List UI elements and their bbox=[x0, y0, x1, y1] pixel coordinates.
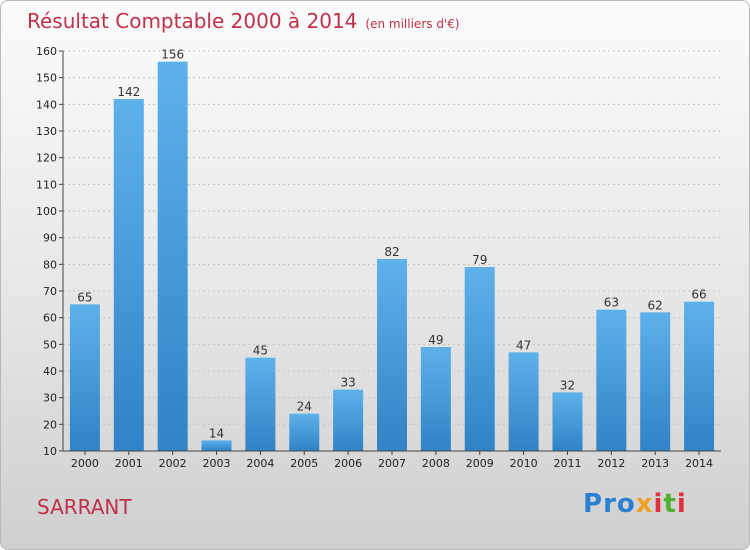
x-tick-label-2005: 2005 bbox=[290, 457, 318, 470]
y-tick-label: 70 bbox=[43, 285, 57, 298]
x-tick-label-2014: 2014 bbox=[685, 457, 713, 470]
chart-title: Résultat Comptable 2000 à 2014 (en millie… bbox=[27, 9, 460, 33]
y-tick-label: 120 bbox=[36, 152, 57, 165]
y-tick-label: 10 bbox=[43, 445, 57, 458]
bar-2011 bbox=[552, 392, 583, 451]
y-tick-label: 100 bbox=[36, 205, 57, 218]
commune-name: SARRANT bbox=[37, 495, 132, 519]
x-tick-label-2011: 2011 bbox=[553, 457, 581, 470]
y-tick-label: 20 bbox=[43, 418, 57, 431]
data-label-2003: 14 bbox=[209, 426, 224, 440]
data-label-2000: 65 bbox=[77, 290, 92, 304]
data-label-2008: 49 bbox=[428, 333, 443, 347]
data-label-2009: 79 bbox=[472, 253, 487, 267]
data-label-2006: 33 bbox=[340, 376, 355, 390]
data-label-2011: 32 bbox=[560, 378, 575, 392]
y-tick-label: 30 bbox=[43, 392, 57, 405]
unit-label: (en milliers d'€) bbox=[365, 17, 460, 31]
y-tick-label: 140 bbox=[36, 98, 57, 111]
y-tick-label: 150 bbox=[36, 72, 57, 85]
data-label-2007: 82 bbox=[384, 245, 399, 259]
y-tick-label: 90 bbox=[43, 232, 57, 245]
data-label-2005: 24 bbox=[297, 400, 312, 414]
y-tick-label: 40 bbox=[43, 365, 57, 378]
y-tick-label: 160 bbox=[36, 45, 57, 58]
x-tick-label-2000: 2000 bbox=[71, 457, 99, 470]
y-tick-label: 60 bbox=[43, 312, 57, 325]
bar-2005 bbox=[289, 413, 320, 451]
data-label-2004: 45 bbox=[253, 344, 268, 358]
bars bbox=[69, 61, 715, 452]
bar-2001 bbox=[113, 99, 144, 451]
x-tick-label-2009: 2009 bbox=[466, 457, 494, 470]
data-label-2002: 156 bbox=[161, 48, 184, 62]
bar-2002 bbox=[157, 61, 188, 452]
bar-2010 bbox=[508, 352, 539, 451]
x-tick-label-2006: 2006 bbox=[334, 457, 362, 470]
x-tick-label-2001: 2001 bbox=[115, 457, 143, 470]
bar-2003 bbox=[201, 440, 232, 451]
x-tick-label-2012: 2012 bbox=[597, 457, 625, 470]
x-tick-label-2008: 2008 bbox=[422, 457, 450, 470]
data-label-2014: 66 bbox=[691, 288, 706, 302]
data-label-2010: 47 bbox=[516, 338, 531, 352]
bar-2009 bbox=[464, 267, 495, 451]
data-label-2001: 142 bbox=[117, 85, 140, 99]
data-labels: 65 142 156 14 45 24 33 82 49 79 47 32 63 62 66 bbox=[77, 48, 706, 441]
bar-2004 bbox=[245, 357, 276, 451]
y-tick-label: 110 bbox=[36, 178, 57, 191]
x-axis-ticks: 2000 2001 2002 2003 2004 2005 2006 2007 2008 2009… bbox=[71, 451, 713, 470]
data-label-2013: 62 bbox=[648, 298, 663, 312]
y-tick-label: 130 bbox=[36, 125, 57, 138]
bar-2014 bbox=[684, 301, 715, 451]
data-label-2012: 63 bbox=[604, 296, 619, 310]
x-tick-label-2010: 2010 bbox=[510, 457, 538, 470]
bar-2007 bbox=[377, 259, 407, 451]
x-tick-label-2013: 2013 bbox=[641, 457, 669, 470]
bar-2012 bbox=[596, 309, 627, 451]
bar-2013 bbox=[640, 312, 671, 451]
proxiti-logo[interactable]: Proxiti bbox=[583, 489, 687, 519]
x-tick-label-2004: 2004 bbox=[246, 457, 274, 470]
bar-2008 bbox=[420, 347, 451, 451]
x-tick-label-2002: 2002 bbox=[159, 457, 187, 470]
y-tick-label: 50 bbox=[43, 338, 57, 351]
y-axis-ticks: 10 20 30 40 50 60 70 80 90 100 110 120 130 140 150 160 bbox=[36, 45, 63, 458]
title-text: Résultat Comptable 2000 à 2014 bbox=[27, 9, 358, 33]
x-tick-label-2007: 2007 bbox=[378, 457, 406, 470]
bar-2006 bbox=[333, 389, 364, 451]
y-tick-label: 80 bbox=[43, 258, 57, 271]
bar-2000 bbox=[69, 304, 100, 451]
x-tick-label-2003: 2003 bbox=[203, 457, 231, 470]
